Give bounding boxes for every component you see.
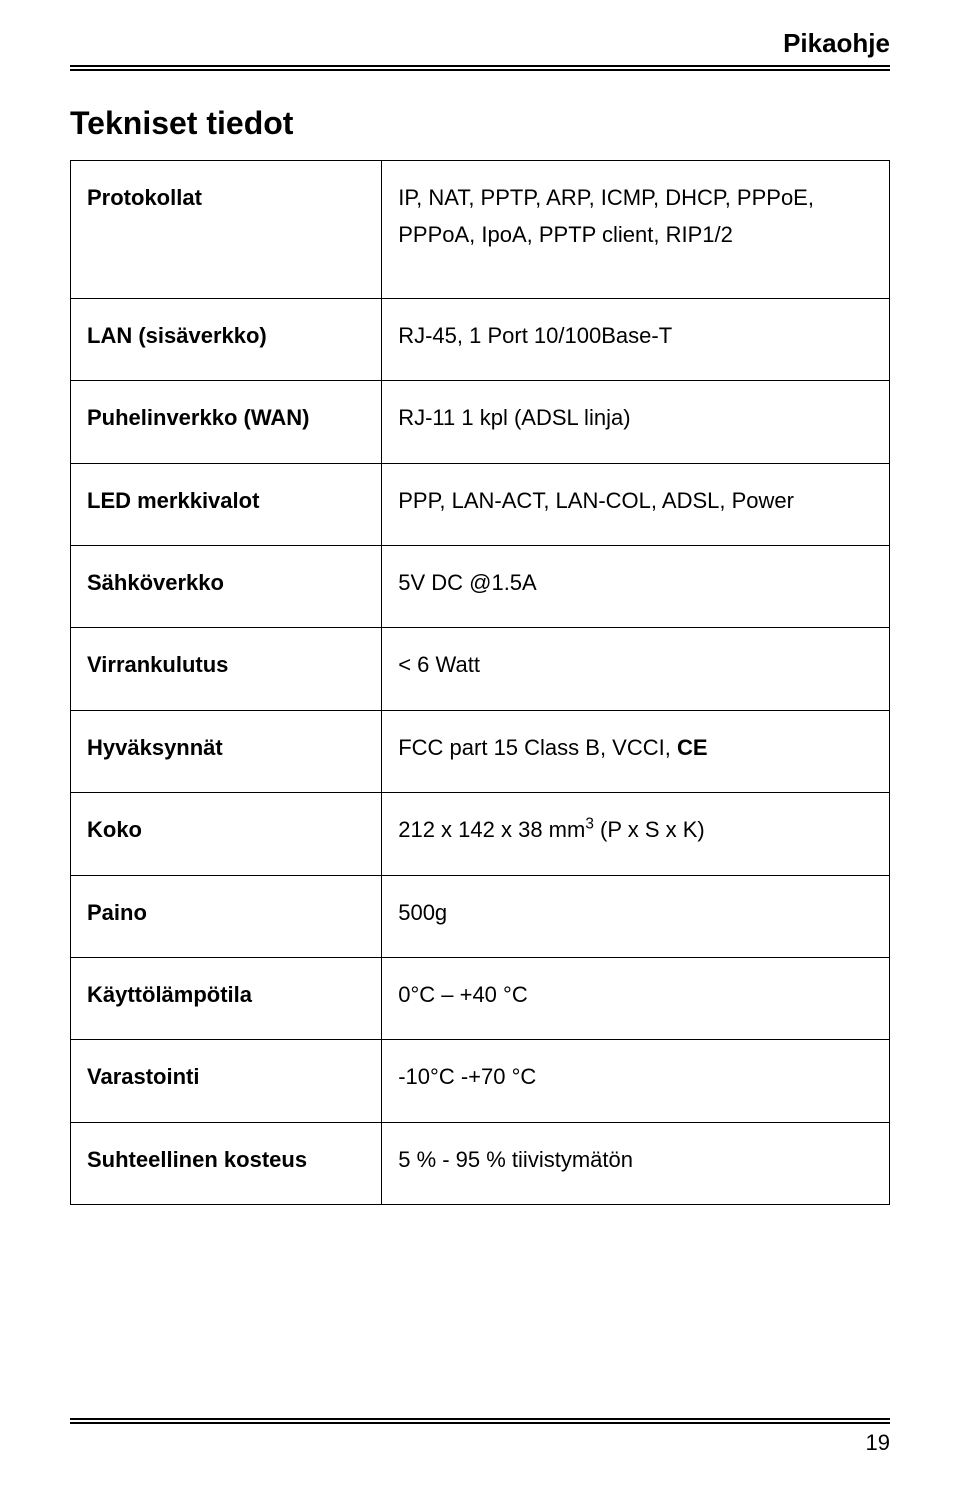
spec-label: Virrankulutus — [71, 628, 382, 710]
spec-value: FCC part 15 Class B, VCCI, CE — [382, 710, 890, 792]
spec-label: Protokollat — [71, 161, 382, 299]
table-row: Hyväksynnät FCC part 15 Class B, VCCI, C… — [71, 710, 890, 792]
page-number: 19 — [70, 1430, 890, 1456]
spec-value: < 6 Watt — [382, 628, 890, 710]
spec-value-line2: PPPoA, IpoA, PPTP client, RIP1/2 — [398, 222, 733, 247]
section-title: Tekniset tiedot — [70, 105, 890, 142]
spec-label: Hyväksynnät — [71, 710, 382, 792]
spec-table: Protokollat IP, NAT, PPTP, ARP, ICMP, DH… — [70, 160, 890, 1205]
spec-value: IP, NAT, PPTP, ARP, ICMP, DHCP, PPPoE, P… — [382, 161, 890, 299]
table-row: LED merkkivalot PPP, LAN-ACT, LAN-COL, A… — [71, 463, 890, 545]
table-row: Sähköverkko 5V DC @1.5A — [71, 545, 890, 627]
spec-value: RJ-45, 1 Port 10/100Base-T — [382, 298, 890, 380]
table-row: Virrankulutus < 6 Watt — [71, 628, 890, 710]
spec-label: Suhteellinen kosteus — [71, 1122, 382, 1204]
spec-label: Paino — [71, 875, 382, 957]
spec-value: 5 % - 95 % tiivistymätön — [382, 1122, 890, 1204]
spec-value: RJ-11 1 kpl (ADSL linja) — [382, 381, 890, 463]
document-page: Pikaohje Tekniset tiedot Protokollat IP,… — [0, 0, 960, 1496]
spec-value: -10°C -+70 °C — [382, 1040, 890, 1122]
spec-label: LAN (sisäverkko) — [71, 298, 382, 380]
table-row: Puhelinverkko (WAN) RJ-11 1 kpl (ADSL li… — [71, 381, 890, 463]
spec-label: Sähköverkko — [71, 545, 382, 627]
table-row: Koko 212 x 142 x 38 mm3 (P x S x K) — [71, 793, 890, 875]
header-rule — [70, 65, 890, 71]
spec-label: Puhelinverkko (WAN) — [71, 381, 382, 463]
spec-value: 5V DC @1.5A — [382, 545, 890, 627]
footer-rule — [70, 1418, 890, 1424]
table-row: LAN (sisäverkko) RJ-45, 1 Port 10/100Bas… — [71, 298, 890, 380]
spec-value: 212 x 142 x 38 mm3 (P x S x K) — [382, 793, 890, 875]
spec-label: Koko — [71, 793, 382, 875]
spec-label: Käyttölämpötila — [71, 957, 382, 1039]
table-row: Suhteellinen kosteus 5 % - 95 % tiivisty… — [71, 1122, 890, 1204]
table-row: Käyttölämpötila 0°C – +40 °C — [71, 957, 890, 1039]
table-row: Protokollat IP, NAT, PPTP, ARP, ICMP, DH… — [71, 161, 890, 299]
table-row: Varastointi -10°C -+70 °C — [71, 1040, 890, 1122]
spec-value: PPP, LAN-ACT, LAN-COL, ADSL, Power — [382, 463, 890, 545]
table-row: Paino 500g — [71, 875, 890, 957]
spec-value-sup: 3 — [585, 816, 594, 833]
spec-label: LED merkkivalot — [71, 463, 382, 545]
spec-value-pre: 212 x 142 x 38 mm — [398, 817, 585, 842]
spec-value: 0°C – +40 °C — [382, 957, 890, 1039]
spec-value-post: (P x S x K) — [594, 817, 705, 842]
spec-value-line1: IP, NAT, PPTP, ARP, ICMP, DHCP, PPPoE, — [398, 185, 814, 210]
spec-value-bold: CE — [677, 735, 708, 760]
header-label: Pikaohje — [70, 28, 890, 59]
spec-value-pre: FCC part 15 Class B, VCCI, — [398, 735, 677, 760]
page-footer: 19 — [70, 1418, 890, 1456]
spec-label: Varastointi — [71, 1040, 382, 1122]
spec-value: 500g — [382, 875, 890, 957]
